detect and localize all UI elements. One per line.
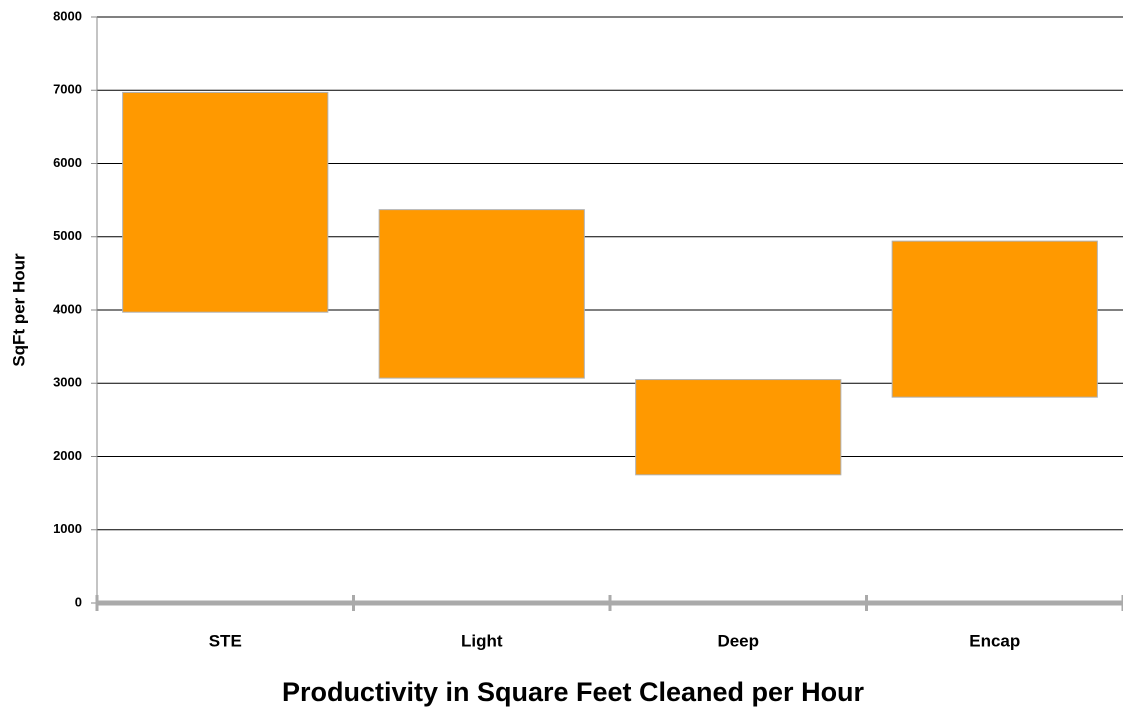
y-tick-label: 8000 bbox=[53, 8, 82, 23]
bar bbox=[635, 379, 842, 476]
y-tick-label: 4000 bbox=[53, 301, 82, 316]
bar bbox=[122, 91, 329, 313]
y-tick-label: 0 bbox=[75, 594, 82, 609]
x-tick-label: STE bbox=[209, 631, 242, 650]
x-tick-label: Deep bbox=[717, 631, 759, 650]
x-tick-label: Light bbox=[461, 631, 503, 650]
y-tick-label: 1000 bbox=[53, 521, 82, 536]
y-tick-label: 5000 bbox=[53, 228, 82, 243]
x-tick-label: Encap bbox=[969, 631, 1020, 650]
y-tick-label: 7000 bbox=[53, 82, 82, 97]
bar bbox=[891, 240, 1098, 398]
x-axis-title: Productivity in Square Feet Cleaned per … bbox=[282, 677, 865, 707]
y-tick-label: 3000 bbox=[53, 375, 82, 390]
y-axis-title: SqFt per Hour bbox=[9, 253, 28, 367]
bar bbox=[378, 209, 585, 379]
y-tick-label: 2000 bbox=[53, 448, 82, 463]
y-tick-label: 6000 bbox=[53, 155, 82, 170]
